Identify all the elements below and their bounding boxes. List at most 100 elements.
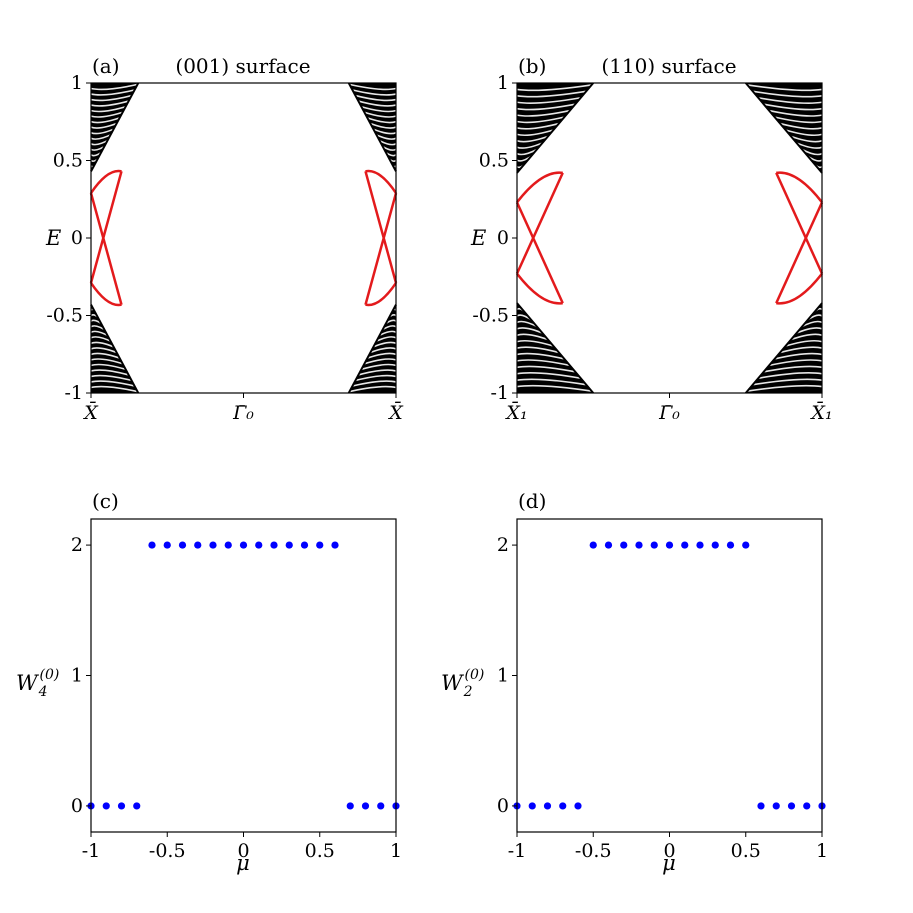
bulk-subband-line [516,327,544,335]
bulk-subband-line [768,109,823,117]
bulk-band-edge [347,82,397,172]
bulk-band-edge [90,304,140,394]
bulk-subband-line [90,374,135,382]
bulk-subband-line [762,365,823,373]
surface-state-arc [516,272,563,305]
data-point [194,541,202,549]
x-tick-label: 1 [390,840,402,862]
surface-state-arc [89,169,122,194]
bulk-subband-line [352,374,397,382]
data-point [787,802,796,810]
y-tick-label: 0 [497,795,509,817]
y-tick-label: 0 [71,795,83,817]
bulk-subband-line [382,319,397,327]
data-point [696,541,704,549]
data-point [650,541,658,549]
y-tick-label: -1 [64,382,83,404]
x-tick-label: Γ̄₀ [232,402,254,424]
bulk-subband-line [516,359,571,367]
bulk-band-edge [516,82,595,174]
panel-d-xlabel: μ [662,851,676,875]
panel-b-frame [516,82,823,394]
bulk-subband-line [779,122,823,130]
bulk-subband-line [90,99,132,107]
panel-c-ylabel-sub: 4 [38,684,48,700]
data-point [270,541,278,549]
x-tick-label: X̄₁ [809,401,832,424]
surface-state-line [775,201,824,304]
data-point [316,541,324,549]
data-point [239,541,248,549]
data-point [681,541,689,549]
surface-state-line [89,192,123,305]
data-point [635,541,643,549]
data-point [742,541,750,549]
bulk-subband-line [795,141,823,149]
bulk-subband-line [90,319,105,327]
bulk-subband-line [516,384,593,393]
bulk-subband-line [355,369,397,377]
surface-state-line [515,201,564,304]
panel-c-plot: 0 1 2 -1 -0.5 0 0.5 1 [71,534,402,862]
bulk-subband-line [516,346,560,354]
bulk-subband-line [382,149,397,157]
y-tick-label: 1 [71,72,83,94]
bulk-band-edge [347,304,397,394]
panel-d-frame [516,518,823,833]
bulk-band-edge [90,82,140,172]
surface-state-line [515,172,564,275]
bulk-subband-line [762,103,823,111]
data-point [255,541,263,549]
surface-state-line [89,171,123,284]
x-tick-label: X̄ [387,401,404,424]
surface-state-arc [365,169,398,194]
y-tick-label: 0.5 [479,150,509,172]
panel-a-plot: 10.50-0.5-1X̄ Γ̄₀ X̄ [46,72,404,424]
data-point [133,802,141,810]
panel-b-label: (b) [518,54,546,78]
bulk-subband-line [90,105,129,113]
bulk-subband-line [746,83,823,92]
bulk-subband-line [757,96,823,104]
bulk-subband-line [751,90,823,98]
bulk-subband-line [349,88,397,96]
y-tick-label: 0 [497,227,509,249]
x-tick-label: -1 [82,840,101,862]
bulk-subband-line [90,363,129,371]
surface-state-line [775,172,824,275]
panel-d: (d) 0 1 2 -1 -0.5 0 0.5 1 W2(0) μ [441,489,828,875]
panel-c: (c) 0 1 2 -1 -0.5 0 0.5 1 W4(0) μ [16,489,402,875]
panel-a: (a) (001) surface 10.50-0.5-1X̄ Γ̄₀ X̄ E [45,54,404,424]
bulk-subband-line [757,372,823,380]
y-tick-label: 2 [71,534,83,556]
bulk-subband-line [352,94,397,102]
bulk-subband-line [90,149,105,157]
x-tick-label: 0.5 [731,840,761,862]
data-point [772,802,780,810]
data-point [604,541,613,549]
bulk-subband-line [516,365,577,373]
bulk-subband-line [355,99,397,107]
y-tick-label: -0.5 [472,305,509,327]
bulk-subband-line [516,103,577,111]
y-tick-label: 1 [71,665,83,687]
bulk-subband-line [516,372,582,380]
bulk-subband-line [795,327,823,335]
bulk-subband-line [516,135,550,143]
bulk-subband-line [784,128,823,137]
data-point [726,541,735,549]
bulk-subband-line [346,83,397,91]
data-point [803,802,811,810]
bulk-subband-line [789,135,823,143]
bulk-subband-line [784,339,823,348]
surface-state-arc [776,272,823,305]
panel-d-ylabel: W2(0) [441,667,484,700]
panel-a-ylabel: E [45,226,61,250]
data-point [757,802,765,810]
bulk-subband-line [90,369,132,377]
panel-c-label: (c) [92,489,119,513]
bulk-subband-line [90,88,138,96]
panel-b-plot: 10.50-0.5-1X̄₁ Γ̄₀ X̄₁ [472,72,832,424]
y-tick-label: 0.5 [53,150,83,172]
panel-b-ylabel: E [470,226,486,250]
